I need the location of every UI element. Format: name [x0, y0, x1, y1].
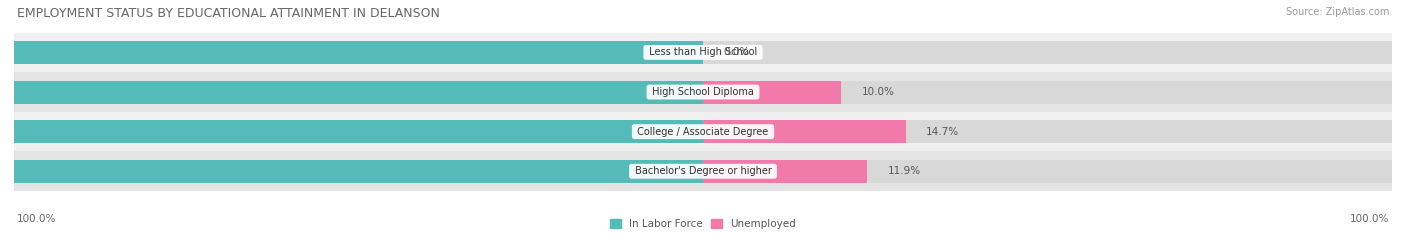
Text: 10.0%: 10.0% — [862, 87, 894, 97]
Bar — [14, 81, 1392, 103]
Text: 0.0%: 0.0% — [724, 48, 749, 57]
Text: Less than High School: Less than High School — [645, 48, 761, 57]
Text: 100.0%: 100.0% — [17, 214, 56, 224]
Bar — [14, 160, 1392, 183]
Text: EMPLOYMENT STATUS BY EDUCATIONAL ATTAINMENT IN DELANSON: EMPLOYMENT STATUS BY EDUCATIONAL ATTAINM… — [17, 7, 440, 20]
Text: 100.0%: 100.0% — [1350, 214, 1389, 224]
Bar — [0, 41, 703, 64]
Legend: In Labor Force, Unemployed: In Labor Force, Unemployed — [606, 215, 800, 233]
Bar — [0, 120, 703, 143]
Bar — [14, 41, 1392, 64]
Text: 14.7%: 14.7% — [927, 127, 959, 137]
Bar — [14, 151, 1392, 191]
Text: College / Associate Degree: College / Associate Degree — [634, 127, 772, 137]
Bar — [14, 72, 1392, 112]
Text: 11.9%: 11.9% — [887, 166, 921, 176]
Text: High School Diploma: High School Diploma — [650, 87, 756, 97]
Bar — [0, 81, 703, 103]
Bar — [0, 160, 703, 183]
Text: Source: ZipAtlas.com: Source: ZipAtlas.com — [1285, 7, 1389, 17]
Bar — [703, 120, 905, 143]
Text: Bachelor's Degree or higher: Bachelor's Degree or higher — [631, 166, 775, 176]
Bar — [14, 120, 1392, 143]
Bar — [14, 33, 1392, 72]
Bar — [703, 81, 841, 103]
Bar — [14, 112, 1392, 151]
Bar — [703, 160, 868, 183]
